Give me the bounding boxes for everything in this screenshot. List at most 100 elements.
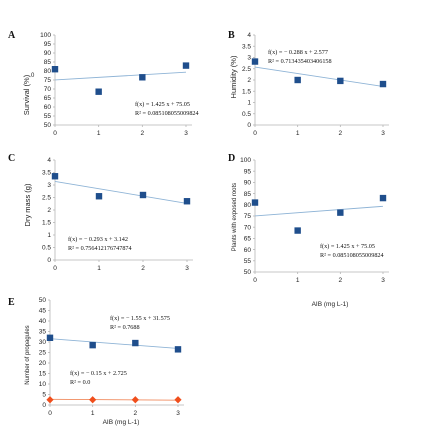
y-tick-label: 3.5 [242,43,251,50]
y-tick-label: 50 [244,269,252,276]
data-point-square [139,191,147,199]
x-tick-label: 2 [141,130,145,137]
trendline [49,338,179,349]
y-tick-label: 3.5 [42,170,51,177]
y-tick-label: 1 [247,100,251,107]
equation-line: f(x) = − 1.55 x + 31.575 [110,315,170,322]
trendline [254,205,384,217]
trendline [49,398,179,401]
x-tick-label: 0 [48,410,52,417]
x-axis-label: AIB (mg L-1) [103,419,140,426]
y-tick-label: 0.5 [242,111,251,118]
trendline [54,181,188,204]
x-axis-label: AIB (mg L-1) [312,301,349,308]
y-tick-label: 25 [39,350,47,357]
y-tick-label: 4 [247,32,251,39]
y-tick-label: 1 [47,232,51,239]
x-tick-label: 1 [97,265,101,272]
data-point-diamond [89,396,97,404]
x-tick-label: 3 [381,277,385,284]
y-tick-label: 65 [44,95,52,102]
data-point-square [251,199,259,206]
y-tick-label: 50 [39,297,47,304]
y-tick-label: 4 [47,157,51,164]
panel-d-exposed-roots: D Plants with exposed roots AIB (mg L-1)… [228,153,389,308]
data-point-square [132,339,139,347]
x-tick-label: 1 [97,130,101,137]
y-tick-label: 50 [44,122,52,129]
y-tick-label: 10 [39,381,47,388]
y-tick-label: 0.5 [42,245,51,252]
x-tick-label: 3 [185,265,189,272]
y-tick-label: 2.5 [242,66,251,73]
y-tick-label: 1.5 [42,220,51,227]
panel-letter: C [8,153,15,164]
y-tick-label: 75 [244,213,252,220]
y-axis-label: Humidity (%) [229,55,238,98]
data-point-square [51,173,59,180]
y-tick-label: 2.5 [42,195,51,202]
panel-letter: D [228,153,235,164]
data-point-square [89,341,96,349]
panel-b-humidity: B Humidity (%) 0 0.5 1 1.5 2 2.5 3 3.5 4 0 1 2 3 f(x… [228,30,389,137]
data-point-square [379,80,387,88]
data-point-diamond [131,396,139,404]
y-axis-label: Number of propagules [25,325,31,384]
r-squared: R² = 0.7688 [110,324,140,331]
y-tick-label: 85 [244,191,252,198]
x-tick-label: 0 [253,277,257,284]
data-point-square [139,74,146,81]
y-axis-label: Survival (%) [22,74,31,115]
data-point-square [182,62,190,69]
y-tick-label: 40 [39,318,47,325]
y-tick-label: 35 [39,329,47,336]
x-tick-label: 2 [339,277,343,284]
y-tick-label: 65 [244,236,252,243]
r-squared: R² = 0.713435403406158 [268,58,332,65]
x-tick-label: 1 [296,277,300,284]
x-tick-label: 1 [91,410,95,417]
trendline [54,71,187,81]
equation-line: f(x) = − 0.288 x + 2.577 [268,49,328,56]
y-tick-label: 5 [42,392,46,399]
data-point-square [183,198,191,205]
y-tick-label: 80 [244,202,252,209]
y-tick-label: 80 [44,68,52,75]
y-tick-label: 75 [44,77,52,84]
y-axis-label: Plants with exposed roots [232,183,238,251]
data-point-square [95,193,103,200]
r-squared-secondary: R² = 0.0 [70,379,90,386]
data-point-square [46,334,54,341]
data-point-square [51,66,59,73]
y-tick-label: 90 [44,50,52,57]
y-tick-label: 55 [244,258,252,265]
data-point-square [379,194,387,202]
y-axis-label-subscript: 0 [31,73,35,79]
r-squared: R² = 0.085108055009824 [135,110,199,117]
data-point-square [251,58,259,65]
y-tick-label: 45 [39,308,47,315]
x-tick-label: 0 [253,130,257,137]
data-point-square [294,76,301,84]
equation-line-secondary: f(x) = − 0.15 x + 2.725 [70,370,127,377]
panel-letter: A [8,30,16,41]
y-tick-label: 70 [244,224,252,231]
equation-line: f(x) = − 0.293 x + 3.142 [68,236,128,243]
y-tick-label: 2 [247,77,251,84]
panel-c-dry-mass: C Dry mass (g) 0 0.5 1 1.5 2 2.5 3 3.5 4 0 1 2 3 f(x… [8,153,193,272]
y-tick-label: 3 [247,55,251,62]
x-tick-label: 3 [176,410,180,417]
trendline [254,66,384,87]
r-squared: R² = 0.085108055009824 [320,252,384,259]
data-point-square [337,77,344,85]
y-tick-label: 100 [40,32,51,39]
y-tick-label: 85 [44,59,52,66]
data-point-diamond [174,396,182,404]
panel-e-propagules: E Number of propagules AIB (mg L-1) 0 5 10… [8,297,184,426]
x-tick-label: 2 [141,265,145,272]
panel-letter: E [8,297,15,308]
y-tick-label: 3 [47,182,51,189]
data-point-square [294,227,301,234]
y-tick-label: 20 [39,360,47,367]
